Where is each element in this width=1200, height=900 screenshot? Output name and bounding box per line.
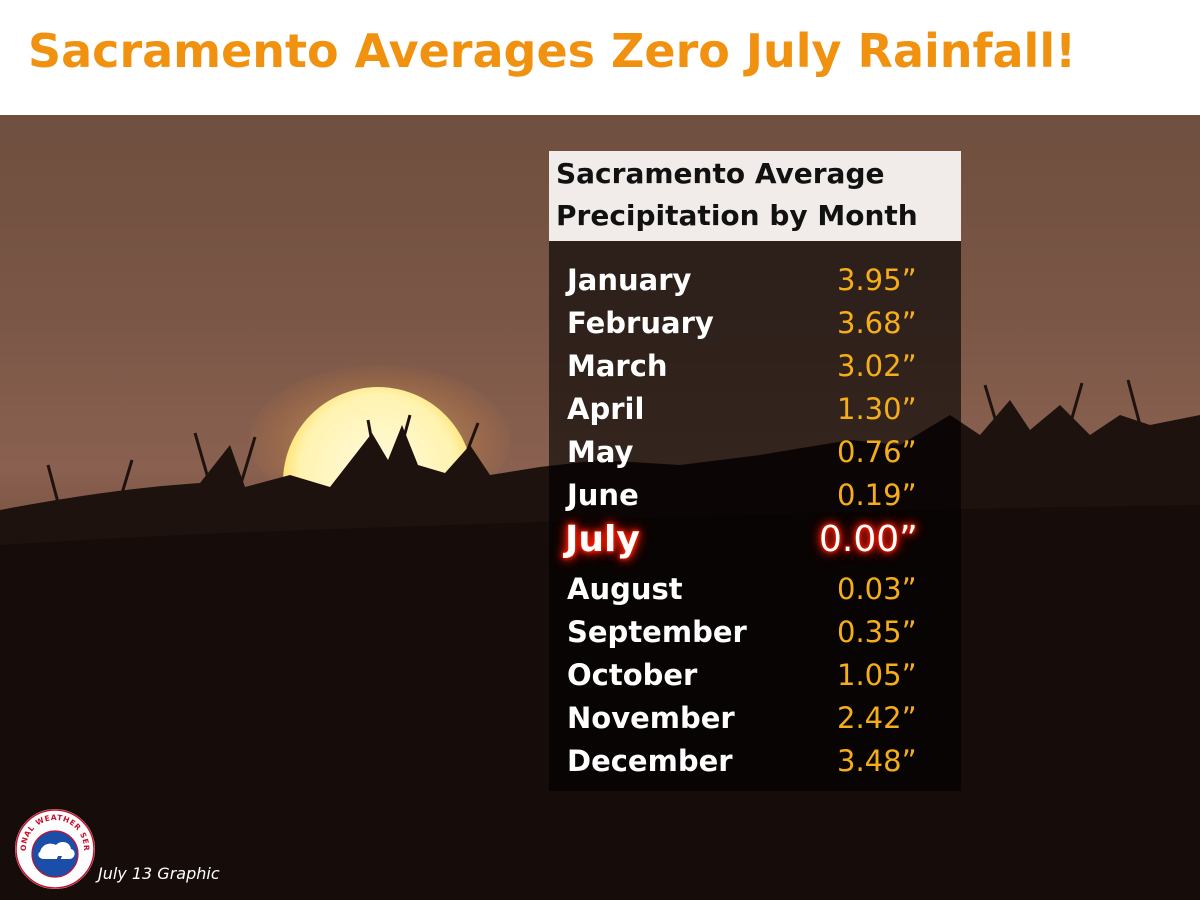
table-header: Sacramento Average Precipitation by Mont… <box>549 151 961 241</box>
table-row: November 2.42” <box>549 701 961 743</box>
precip-value: 3.48” <box>837 744 917 778</box>
precip-value-highlighted: 0.00” <box>819 519 918 560</box>
table-row: February 3.68” <box>549 306 961 348</box>
precip-value: 0.03” <box>837 572 917 606</box>
month-label: October <box>567 658 698 692</box>
national-weather-service-logo: NATIONAL WEATHER SERVICE <box>14 808 95 889</box>
precip-value: 1.30” <box>837 392 917 426</box>
table-row: March 3.02” <box>549 349 961 391</box>
table-row: December 3.48” <box>549 744 961 786</box>
month-label: June <box>567 478 639 512</box>
month-label: September <box>567 615 747 649</box>
table-row: August 0.03” <box>549 572 961 614</box>
table-body: January 3.95” February 3.68” March 3.02”… <box>549 241 961 791</box>
month-label-highlighted: July <box>565 519 640 560</box>
precip-value: 3.02” <box>837 349 917 383</box>
precip-value: 0.35” <box>837 615 917 649</box>
headline: Sacramento Averages Zero July Rainfall! <box>28 24 1077 78</box>
table-row: September 0.35” <box>549 615 961 657</box>
table-title-line1: Sacramento Average <box>556 157 885 190</box>
precip-value: 3.95” <box>837 263 917 297</box>
table-row: June 0.19” <box>549 478 961 520</box>
month-label: December <box>567 744 733 778</box>
table-row-highlighted: July 0.00” <box>549 519 961 567</box>
month-label: November <box>567 701 735 735</box>
table-title-line2: Precipitation by Month <box>556 199 918 232</box>
table-row: January 3.95” <box>549 263 961 305</box>
precip-value: 2.42” <box>837 701 917 735</box>
month-label: April <box>567 392 645 426</box>
month-label: February <box>567 306 714 340</box>
month-label: March <box>567 349 668 383</box>
precipitation-table: Sacramento Average Precipitation by Mont… <box>549 151 961 791</box>
table-row: October 1.05” <box>549 658 961 700</box>
precip-value: 0.76” <box>837 435 917 469</box>
month-label: January <box>567 263 692 297</box>
graphic-date-caption: July 13 Graphic <box>98 864 220 883</box>
table-row: April 1.30” <box>549 392 961 434</box>
precip-value: 3.68” <box>837 306 917 340</box>
precip-value: 0.19” <box>837 478 917 512</box>
month-label: August <box>567 572 683 606</box>
precip-value: 1.05” <box>837 658 917 692</box>
month-label: May <box>567 435 634 469</box>
table-row: May 0.76” <box>549 435 961 477</box>
header-bar: Sacramento Averages Zero July Rainfall! <box>0 0 1200 115</box>
